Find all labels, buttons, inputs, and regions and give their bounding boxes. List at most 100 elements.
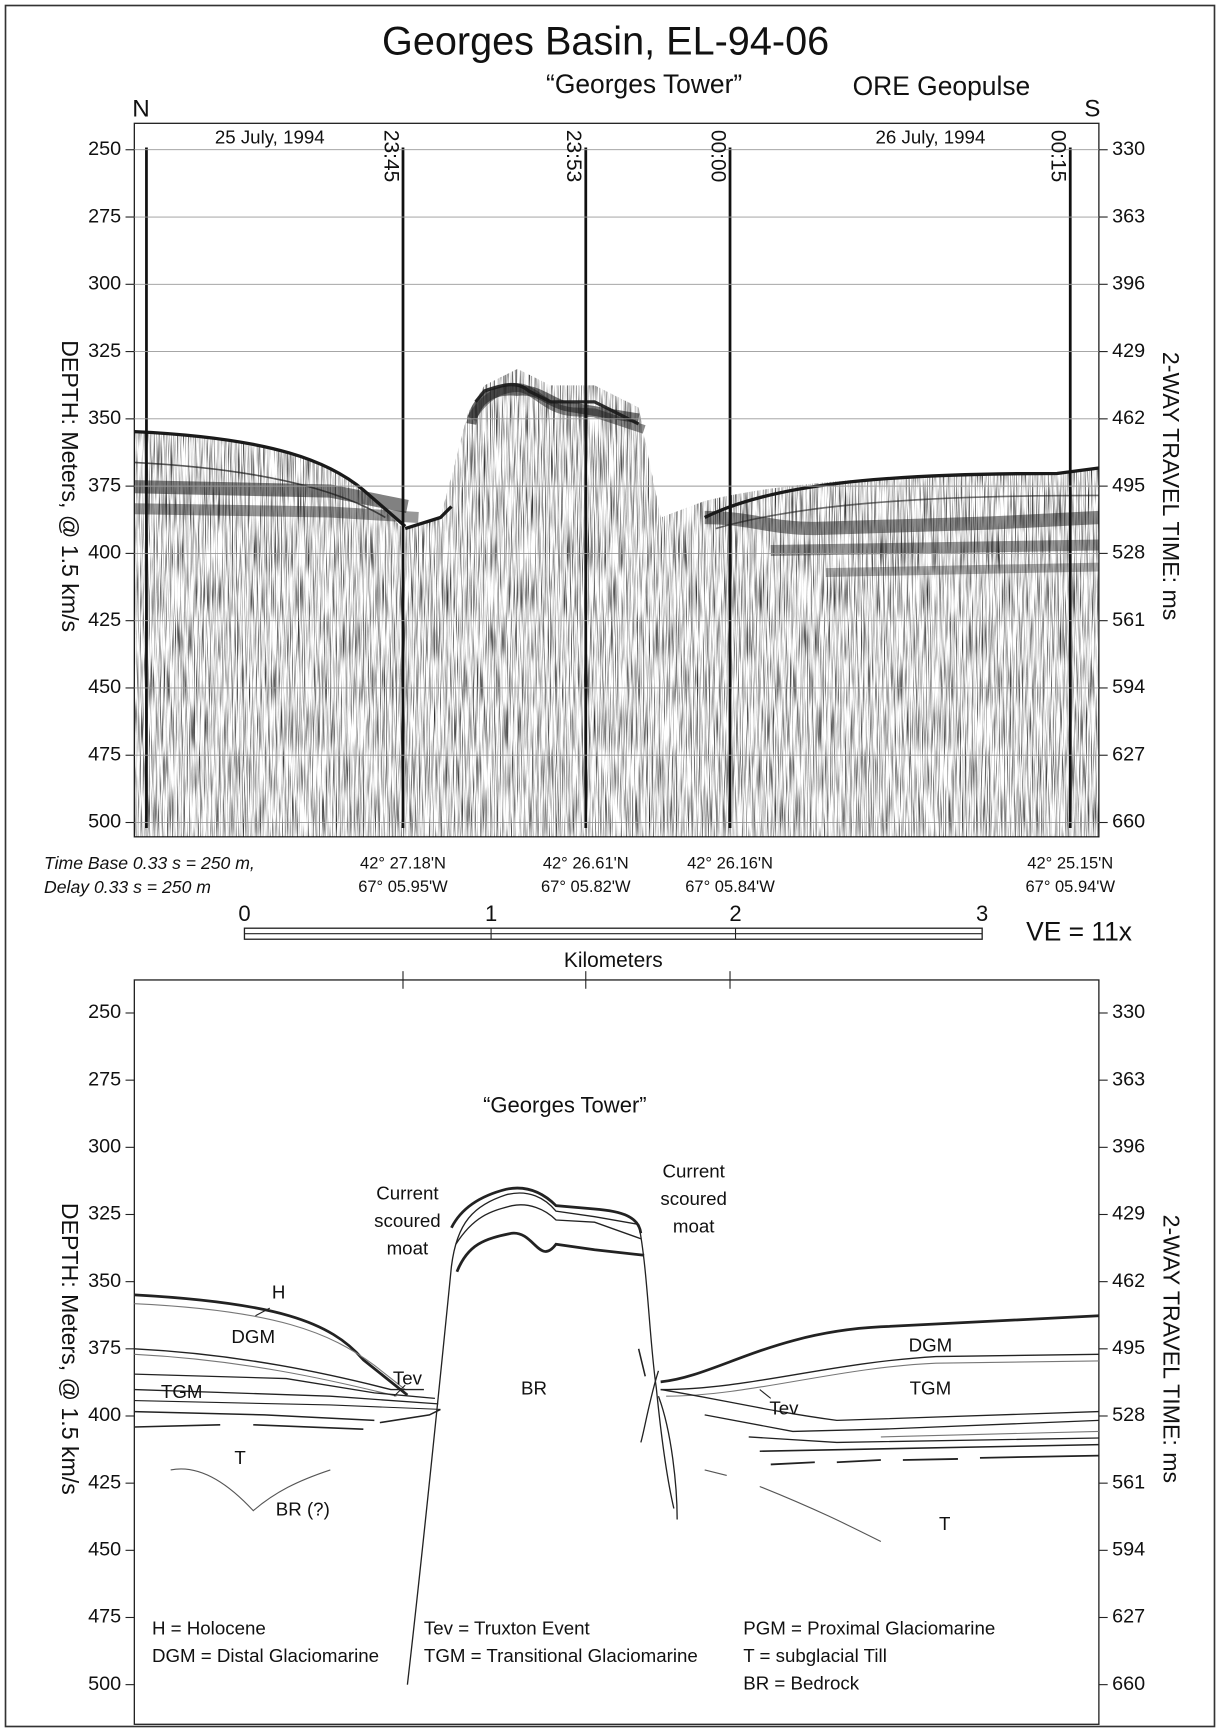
y2-tick-label: 594 bbox=[1112, 1539, 1145, 1561]
y-tick-label: 400 bbox=[88, 1404, 121, 1426]
seismic-panel bbox=[133, 122, 1100, 838]
position-label: 67° 05.82'W bbox=[541, 878, 631, 896]
position-label: 42° 27.18'N bbox=[360, 855, 446, 873]
legend-entry: TGM = Transitional Glaciomarine bbox=[424, 1645, 698, 1666]
y-tick-label: 300 bbox=[88, 273, 121, 295]
unit-label: DGM bbox=[231, 1326, 275, 1347]
figure-border bbox=[4, 4, 1216, 1728]
y2-tick-label: 660 bbox=[1112, 1673, 1145, 1695]
y2-tick-label: 429 bbox=[1112, 1203, 1145, 1225]
y2-tick-label: 495 bbox=[1112, 1337, 1145, 1359]
unit-label: Tev bbox=[769, 1397, 799, 1418]
ve-label: VE = 11x bbox=[1026, 917, 1132, 947]
y-axis-label: DEPTH: Meters, @ 1.5 km/s bbox=[57, 1203, 83, 1495]
y-tick-label: 375 bbox=[88, 474, 121, 496]
subtitle: “Georges Tower” bbox=[546, 69, 742, 99]
unit-label: H bbox=[272, 1282, 286, 1303]
y-tick-label: 475 bbox=[88, 743, 121, 765]
y2-tick-label: 528 bbox=[1112, 542, 1145, 564]
scale-label: Kilometers bbox=[564, 949, 663, 972]
y-tick-label: 350 bbox=[88, 407, 121, 429]
time-mark-label: 00:00 bbox=[706, 130, 729, 182]
unit-label: BR (?) bbox=[276, 1499, 330, 1520]
y-tick-label: 325 bbox=[88, 1203, 121, 1225]
unit-label: TGM bbox=[161, 1381, 203, 1402]
legend-entry: T = subglacial Till bbox=[743, 1645, 887, 1666]
position-label: 67° 05.84'W bbox=[685, 878, 775, 896]
scale-tick-label: 3 bbox=[976, 901, 988, 926]
moat-label: Current bbox=[376, 1183, 439, 1204]
y2-tick-label: 330 bbox=[1112, 1001, 1145, 1023]
moat-label: scoured bbox=[660, 1188, 727, 1209]
moat-label: Current bbox=[662, 1161, 725, 1182]
y-tick-label: 375 bbox=[88, 1337, 121, 1359]
position-label: 42° 26.61'N bbox=[543, 855, 629, 873]
north-label: N bbox=[132, 95, 150, 122]
y-tick-label: 425 bbox=[88, 609, 121, 631]
unit-label: T bbox=[939, 1513, 950, 1534]
y2-axis-label: 2-WAY TRAVEL TIME: ms bbox=[1158, 1215, 1184, 1483]
annotation: “Georges Tower” bbox=[483, 1092, 647, 1117]
unit-label: BR bbox=[521, 1378, 547, 1399]
y2-tick-label: 627 bbox=[1112, 1606, 1145, 1628]
y-tick-label: 250 bbox=[88, 138, 121, 160]
moat-label: moat bbox=[673, 1216, 715, 1237]
scale-tick-label: 1 bbox=[485, 901, 497, 926]
reflectors bbox=[134, 382, 1100, 577]
scale-tick-label: 2 bbox=[729, 901, 741, 926]
y-tick-label: 450 bbox=[88, 1539, 121, 1561]
y2-tick-label: 363 bbox=[1112, 1068, 1145, 1090]
position-label: 42° 26.16'N bbox=[687, 855, 773, 873]
legend-entry: DGM = Distal Glaciomarine bbox=[152, 1645, 379, 1666]
y2-tick-label: 528 bbox=[1112, 1404, 1145, 1426]
y2-tick-label: 462 bbox=[1112, 407, 1145, 429]
source: ORE Geopulse bbox=[853, 71, 1031, 101]
y-tick-label: 325 bbox=[88, 340, 121, 362]
time-mark-label: 23:53 bbox=[562, 130, 585, 182]
time-mark-lines bbox=[145, 147, 1072, 829]
y-tick-label: 300 bbox=[88, 1136, 121, 1158]
y2-tick-label: 429 bbox=[1112, 340, 1145, 362]
interpretation-panel bbox=[133, 979, 1100, 1725]
legend-entry: H = Holocene bbox=[152, 1618, 266, 1639]
unit-label: TGM bbox=[910, 1378, 952, 1399]
y-tick-label: 425 bbox=[88, 1471, 121, 1493]
y2-tick-label: 594 bbox=[1112, 676, 1145, 698]
panel-frame bbox=[133, 979, 1100, 1725]
date-label: 26 July, 1994 bbox=[875, 127, 985, 148]
y2-tick-label: 495 bbox=[1112, 474, 1145, 496]
y2-tick-label: 561 bbox=[1112, 609, 1145, 631]
y-tick-label: 475 bbox=[88, 1606, 121, 1628]
interpretation-lines bbox=[134, 1186, 1099, 1685]
scale-bar bbox=[243, 927, 983, 940]
moat-label: scoured bbox=[374, 1210, 441, 1231]
y-tick-label: 450 bbox=[88, 676, 121, 698]
y2-axis-label: 2-WAY TRAVEL TIME: ms bbox=[1158, 352, 1184, 620]
y-tick-label: 400 bbox=[88, 542, 121, 564]
unit-label: DGM bbox=[909, 1335, 953, 1356]
south-label: S bbox=[1084, 95, 1100, 122]
y2-tick-label: 396 bbox=[1112, 1136, 1145, 1158]
y-axis-label: DEPTH: Meters, @ 1.5 km/s bbox=[57, 340, 83, 632]
position-label: 67° 05.94'W bbox=[1025, 878, 1115, 896]
moat-label: moat bbox=[387, 1238, 429, 1259]
note: Time Base 0.33 s = 250 m, bbox=[44, 853, 255, 873]
y2-tick-label: 627 bbox=[1112, 743, 1145, 765]
y2-tick-label: 462 bbox=[1112, 1270, 1145, 1292]
time-mark-label: 23:45 bbox=[379, 130, 402, 182]
unit-label: Tev bbox=[393, 1368, 423, 1389]
legend-entry: Tev = Truxton Event bbox=[424, 1618, 591, 1639]
y2-tick-label: 660 bbox=[1112, 811, 1145, 833]
scale-tick-label: 0 bbox=[238, 901, 250, 926]
legend-entry: PGM = Proximal Glaciomarine bbox=[743, 1618, 995, 1639]
legend-entry: BR = Bedrock bbox=[743, 1673, 860, 1694]
y-tick-label: 500 bbox=[88, 1673, 121, 1695]
note: Delay 0.33 s = 250 m bbox=[44, 877, 211, 897]
title: Georges Basin, EL-94-06 bbox=[382, 20, 829, 64]
position-label: 42° 25.15'N bbox=[1027, 855, 1113, 873]
time-mark-label: 00:15 bbox=[1047, 130, 1070, 182]
position-label: 67° 05.95'W bbox=[358, 878, 448, 896]
y2-tick-label: 396 bbox=[1112, 273, 1145, 295]
y-tick-label: 275 bbox=[88, 1068, 121, 1090]
